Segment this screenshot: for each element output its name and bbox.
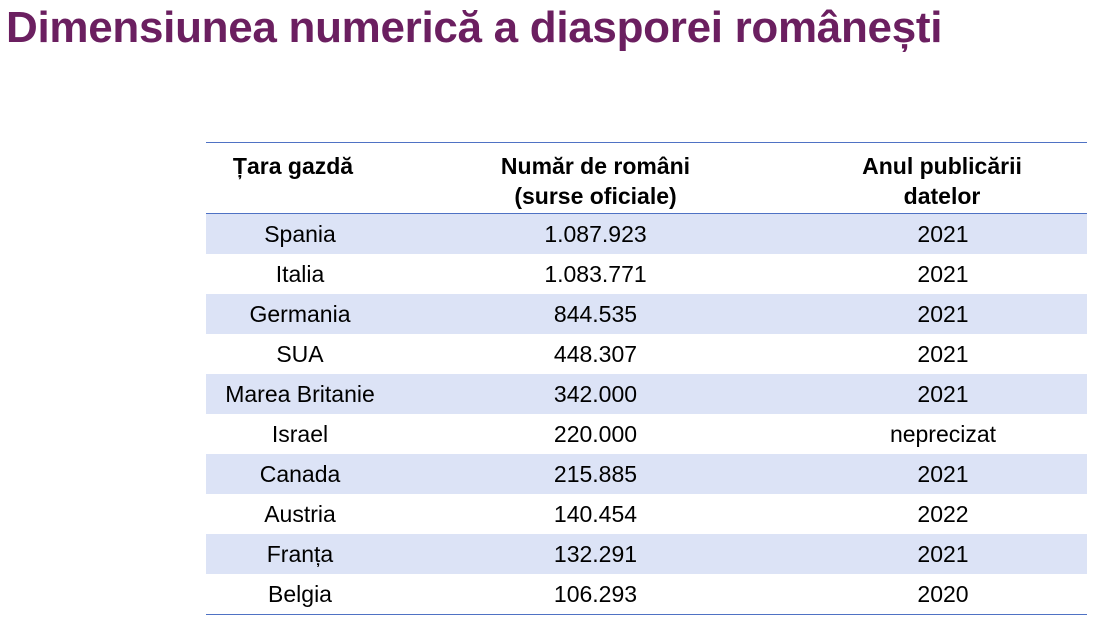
cell-year: 2021 — [797, 534, 1087, 574]
header-year-line: datelor — [903, 183, 981, 209]
cell-country: Canada — [206, 454, 394, 494]
table-row: Marea Britanie 342.000 2021 — [206, 374, 1087, 414]
table-row: Germania 844.535 2021 — [206, 294, 1087, 334]
table-row: Belgia 106.293 2020 — [206, 574, 1087, 615]
cell-country: Spania — [206, 213, 394, 254]
cell-country: Belgia — [268, 581, 332, 607]
header-country-line: Țara gazdă — [232, 153, 354, 179]
cell-country: Marea Britanie — [206, 374, 394, 414]
cell-count: 1.083.771 — [544, 261, 647, 287]
cell-country: Italia — [275, 261, 325, 287]
header-country: Țara gazdă — [206, 143, 394, 214]
table-row: Franța 132.291 2021 — [206, 534, 1087, 574]
cell-count: 132.291 — [394, 534, 797, 574]
header-row: Țara gazdă Număr de români (surse oficia… — [206, 142, 1087, 214]
cell-year: neprecizat — [889, 421, 997, 447]
header-count: Număr de români (surse oficiale) — [394, 143, 797, 214]
table-row: Canada 215.885 2021 — [206, 454, 1087, 494]
cell-country: Israel — [271, 421, 329, 447]
table-row: Italia 1.083.771 2021 — [206, 254, 1087, 294]
cell-count: 448.307 — [553, 341, 638, 367]
cell-year: 2021 — [917, 341, 969, 367]
cell-country: Germania — [206, 294, 394, 334]
cell-year: 2021 — [797, 294, 1087, 334]
header-count-line: (surse oficiale) — [514, 183, 677, 209]
cell-year: 2022 — [917, 501, 969, 527]
cell-year: 2020 — [917, 581, 969, 607]
cell-year: 2021 — [797, 454, 1087, 494]
diaspora-table: Țara gazdă Număr de români (surse oficia… — [206, 142, 1087, 615]
cell-year: 2021 — [797, 213, 1087, 254]
header-count-line: Număr de români — [500, 153, 691, 179]
header-year-line: Anul publicării — [862, 153, 1022, 179]
cell-count: 342.000 — [394, 374, 797, 414]
cell-count: 140.454 — [553, 501, 638, 527]
cell-year: 2021 — [917, 261, 969, 287]
table-row: Austria 140.454 2022 — [206, 494, 1087, 534]
header-year: Anul publicării datelor — [797, 143, 1087, 214]
cell-count: 106.293 — [553, 581, 638, 607]
cell-count: 1.087.923 — [394, 213, 797, 254]
page-title: Dimensiunea numerică a diasporei româneș… — [6, 3, 943, 52]
table-row: Israel 220.000 neprecizat — [206, 414, 1087, 454]
table-row: SUA 448.307 2021 — [206, 334, 1087, 374]
diaspora-table-container: Țara gazdă Număr de români (surse oficia… — [206, 142, 1087, 615]
table-body: Spania 1.087.923 2021 Italia 1.083.771 2… — [206, 213, 1087, 615]
cell-country: SUA — [276, 341, 324, 367]
cell-count: 220.000 — [553, 421, 638, 447]
table-header: Țara gazdă Număr de români (surse oficia… — [206, 142, 1087, 214]
cell-count: 215.885 — [394, 454, 797, 494]
cell-country: Austria — [264, 501, 336, 527]
cell-country: Franța — [206, 534, 394, 574]
cell-count: 844.535 — [394, 294, 797, 334]
table-row: Spania 1.087.923 2021 — [206, 213, 1087, 254]
cell-year: 2021 — [797, 374, 1087, 414]
